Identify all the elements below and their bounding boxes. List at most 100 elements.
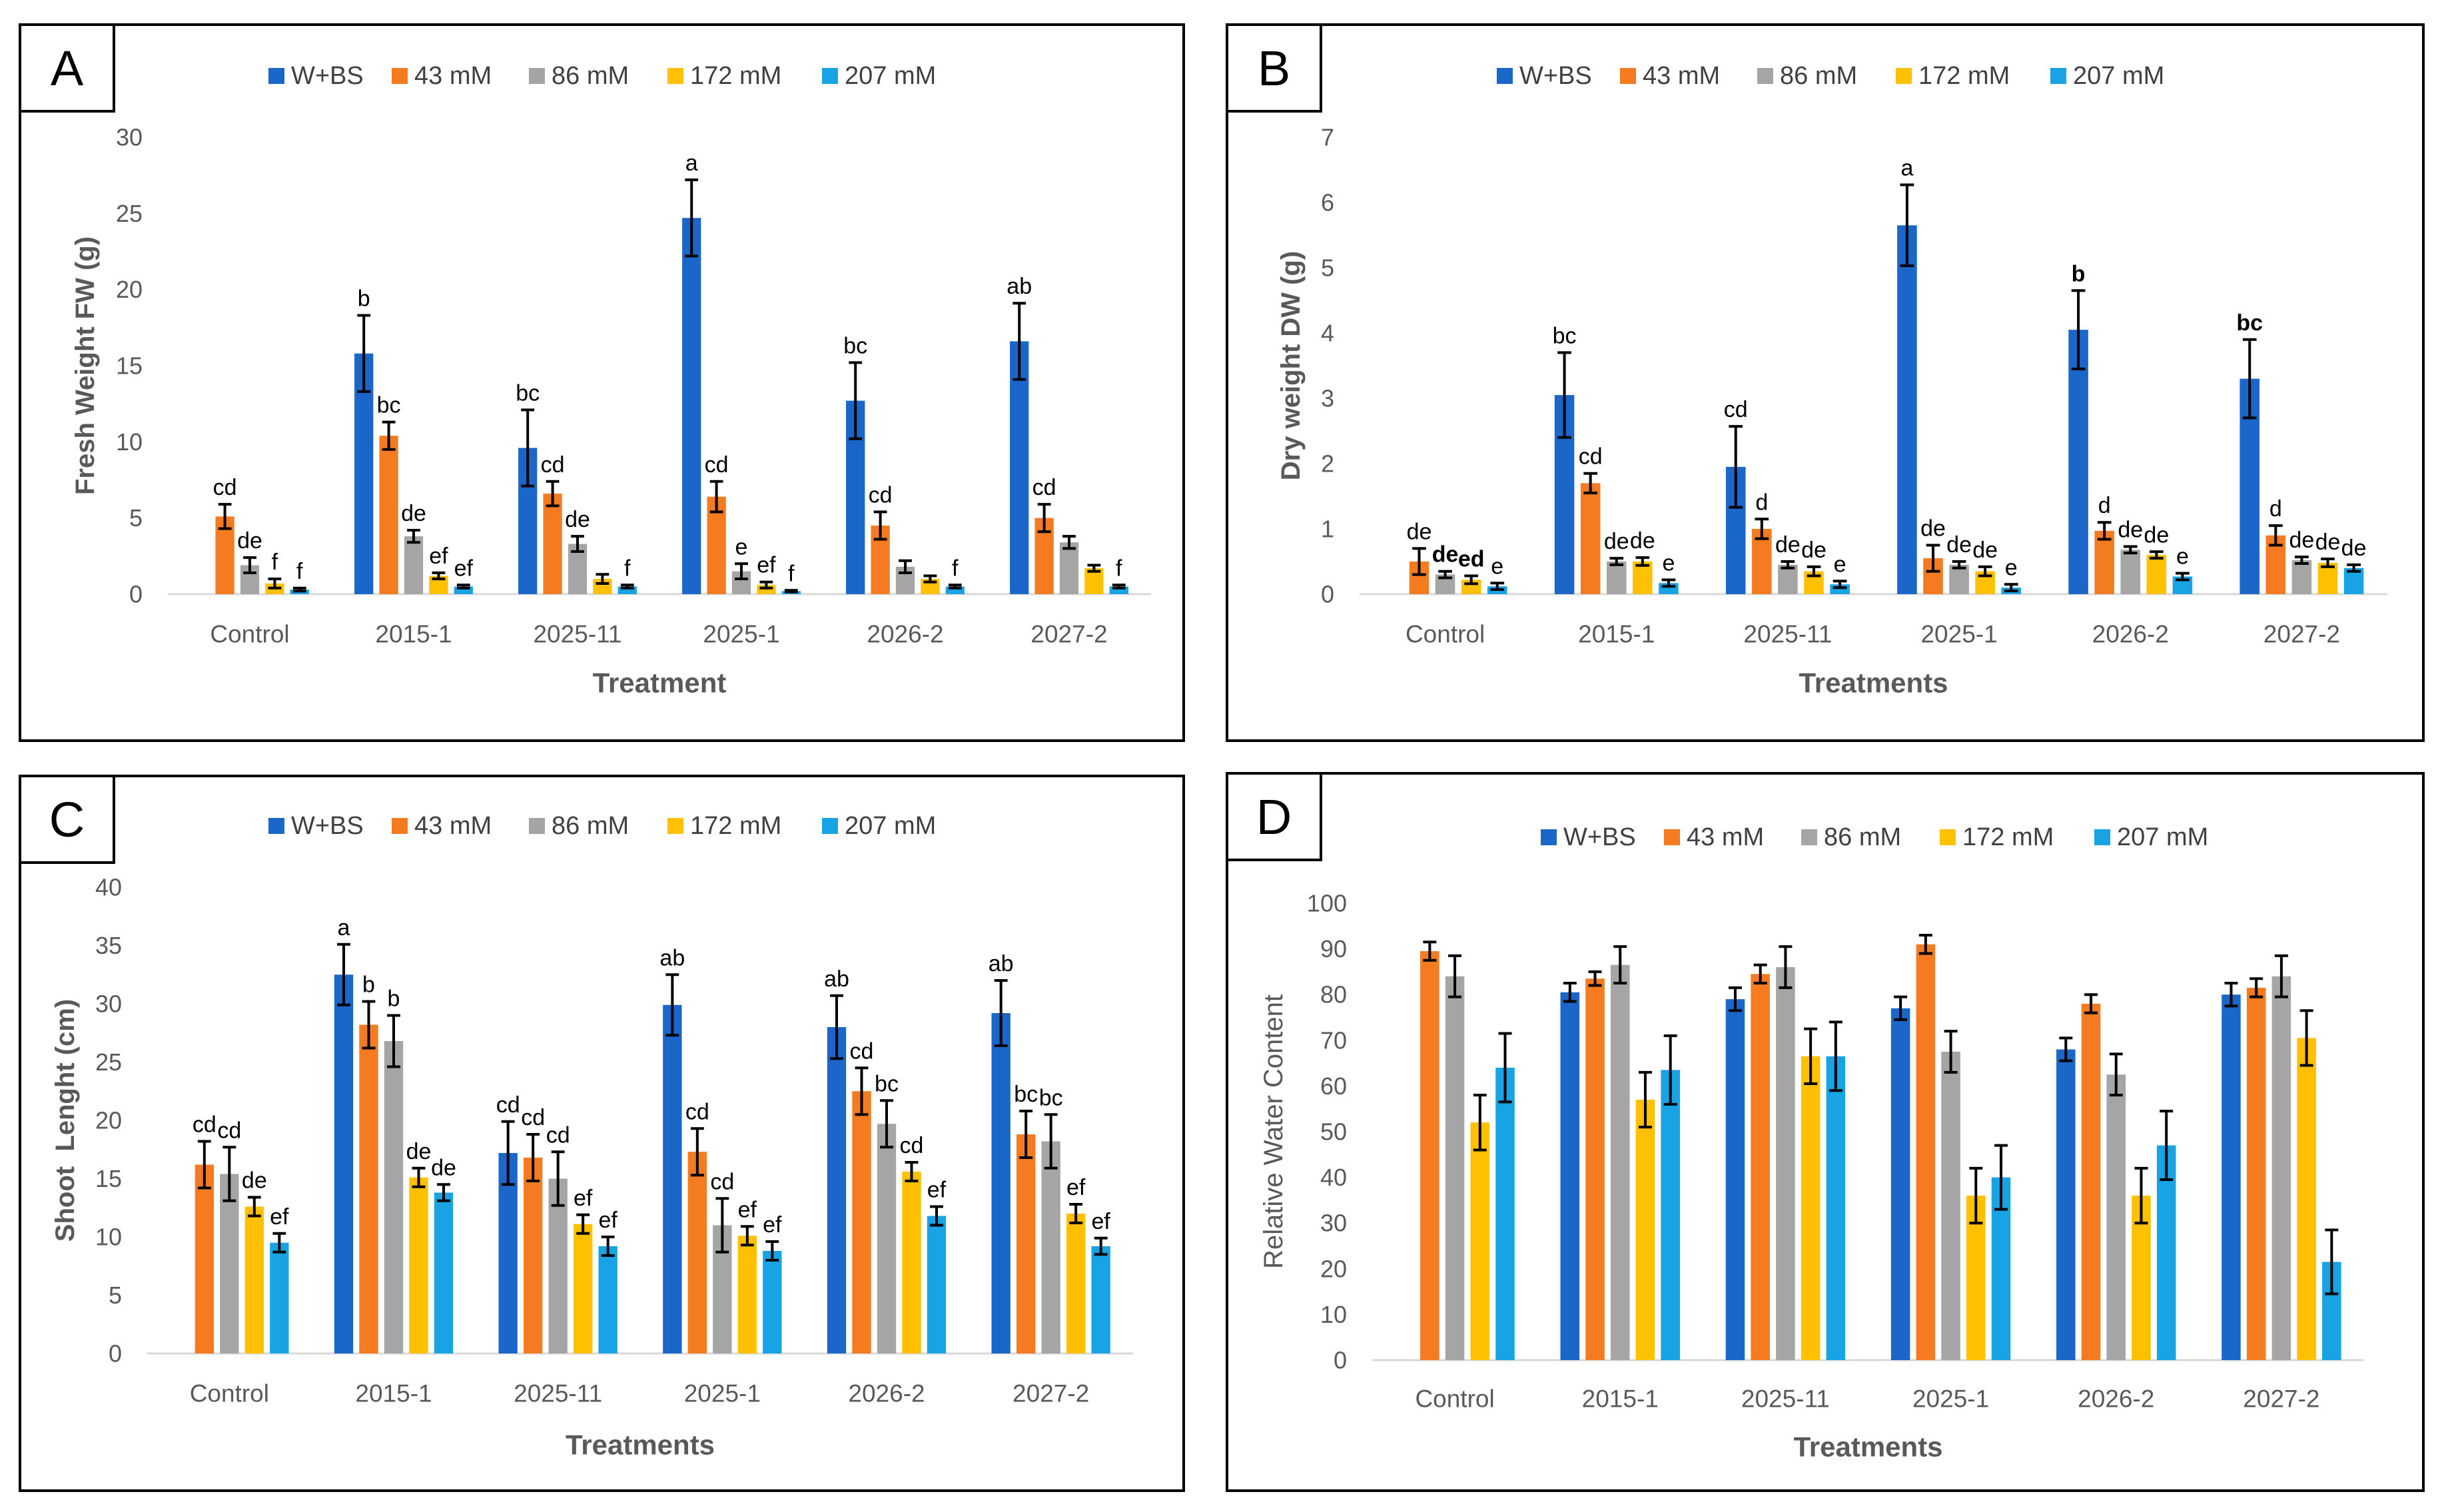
bar-d-2026-2-86-mm bbox=[2106, 1074, 2126, 1360]
bar-c-2015-1-207-mm bbox=[434, 1192, 454, 1353]
legend-swatch-86-mm bbox=[1801, 829, 1817, 845]
significance-label-b-2015-1-207-mm: e bbox=[1662, 550, 1675, 575]
y-tick-label: 15 bbox=[116, 352, 143, 380]
significance-label-a-2027-2-w-bs: ab bbox=[1007, 274, 1032, 299]
error-bar-b-2025-1-207-mm bbox=[2004, 583, 2018, 593]
error-bar-c-2027-2-43-mm bbox=[1019, 1110, 1033, 1159]
y-tick-label: 0 bbox=[129, 581, 143, 608]
significance-label-a-2025-1-207-mm: f bbox=[788, 561, 795, 586]
error-bar-b-2015-1-86-mm bbox=[1609, 557, 1624, 566]
y-tick-label: 70 bbox=[1320, 1026, 1347, 1054]
y-tick-label: 35 bbox=[95, 932, 122, 959]
legend-label-207-mm: 207 mM bbox=[2117, 823, 2208, 851]
legend-label-86-mm: 86 mM bbox=[552, 62, 629, 90]
significance-label-b-2015-1-86-mm: de bbox=[1604, 529, 1629, 554]
error-bar-d-2026-2-86-mm bbox=[2109, 1052, 2123, 1097]
significance-label-a-2015-1-207-mm: ef bbox=[454, 556, 474, 581]
significance-label-b-2025-11-86-mm: de bbox=[1775, 532, 1801, 558]
error-bar-a-2026-2-172-mm bbox=[923, 574, 937, 583]
bar-b-2015-1-172-mm bbox=[1633, 562, 1653, 594]
panel-c-shoot-length: W+BS 43 mM 86 mM 172 mM 207 mM 0 5 10 15 20 25 30 35… bbox=[19, 775, 1185, 1492]
y-tick-label: 15 bbox=[95, 1165, 122, 1192]
error-bar-b-control-86-mm bbox=[1438, 569, 1452, 579]
bar-d-control-172-mm bbox=[1470, 1122, 1490, 1360]
significance-label-c-2027-2-207-mm: ef bbox=[1091, 1209, 1110, 1234]
error-bar-d-control-172-mm bbox=[1473, 1094, 1487, 1152]
significance-label-b-2026-2-w-bs: b bbox=[2072, 261, 2086, 286]
x-axis-title: Treatments bbox=[566, 1429, 715, 1461]
category-group-2027-2: ab cd f bbox=[1007, 274, 1128, 594]
error-bar-a-2025-1-43-mm bbox=[709, 480, 723, 514]
category-group-2025-1: a cd eef f bbox=[682, 151, 801, 594]
bar-c-2025-1-207-mm bbox=[763, 1251, 782, 1353]
y-axis-title: Relative Water Content bbox=[1259, 994, 1288, 1269]
legend-item-w-bs: W+BS bbox=[1541, 823, 1636, 851]
error-bar-b-2015-1-43-mm bbox=[1583, 472, 1598, 495]
error-bar-a-control-172-mm bbox=[268, 577, 282, 589]
error-bar-c-2025-1-86-mm bbox=[715, 1197, 729, 1254]
legend-item-207-mm: 207 mM bbox=[2050, 62, 2164, 90]
bar-d-2027-2-86-mm bbox=[2271, 976, 2291, 1360]
legend-d: W+BS 43 mM 86 mM 172 mM 207 mM bbox=[1541, 823, 2208, 851]
error-bar-c-2015-1-w-bs bbox=[337, 943, 350, 1006]
bar-d-2025-1-w-bs bbox=[1890, 1008, 1910, 1360]
error-bar-b-2015-1-w-bs bbox=[1557, 351, 1571, 439]
legend-swatch-43-mm bbox=[392, 818, 408, 834]
legend-label-172-mm: 172 mM bbox=[690, 62, 781, 90]
legend-swatch-172-mm bbox=[667, 68, 683, 84]
significance-label-b-2015-1-172-mm: de bbox=[1630, 528, 1655, 554]
bar-c-2026-2-43-mm bbox=[852, 1091, 871, 1353]
error-bar-a-2015-1-172-mm bbox=[432, 571, 446, 581]
error-bar-a-2026-2-86-mm bbox=[899, 559, 912, 574]
bar-c-control-207-mm bbox=[270, 1242, 289, 1353]
y-axis-title: Shoot Lenght (cm) bbox=[51, 999, 80, 1242]
error-bar-d-2027-2-207-mm bbox=[2325, 1228, 2339, 1296]
legend-b: W+BS 43 mM 86 mM 172 mM 207 mM bbox=[1497, 62, 2164, 90]
error-bar-a-2026-2-43-mm bbox=[873, 510, 887, 541]
bar-b-2025-1-86-mm bbox=[1949, 564, 1969, 594]
y-tick-label: 50 bbox=[1320, 1118, 1347, 1146]
error-bar-d-2025-11-86-mm bbox=[1779, 945, 1793, 989]
significance-label-b-2027-2-w-bs: bc bbox=[2236, 310, 2263, 336]
x-tick-label-2015-1: 2015-1 bbox=[355, 1380, 432, 1407]
significance-label-a-2025-1-172-mm: ef bbox=[757, 553, 776, 578]
x-tick-label-2015-1: 2015-1 bbox=[375, 621, 452, 648]
y-tick-label: 40 bbox=[1320, 1164, 1347, 1191]
error-bar-c-2015-1-207-mm bbox=[437, 1183, 450, 1202]
significance-label-a-2026-2-43-mm: cd bbox=[869, 483, 893, 508]
error-bar-b-2015-1-207-mm bbox=[1661, 578, 1676, 588]
x-tick-label-2025-11: 2025-11 bbox=[1743, 621, 1832, 648]
error-bar-a-control-43-mm bbox=[218, 503, 232, 530]
x-axis-title: Treatment bbox=[593, 667, 727, 699]
significance-label-c-2025-1-207-mm: ef bbox=[763, 1212, 782, 1238]
bar-c-2026-2-w-bs bbox=[827, 1027, 847, 1353]
bar-c-2015-1-43-mm bbox=[359, 1024, 378, 1353]
significance-label-a-2015-1-86-mm: de bbox=[401, 501, 426, 526]
bar-c-2026-2-86-mm bbox=[877, 1124, 897, 1353]
error-bar-b-2026-2-w-bs bbox=[2071, 289, 2086, 370]
significance-label-a-2015-1-w-bs: b bbox=[358, 286, 370, 312]
error-bar-d-2025-1-43-mm bbox=[1918, 934, 1932, 955]
significance-label-a-2015-1-43-mm: bc bbox=[377, 393, 401, 418]
error-bar-d-2027-2-w-bs bbox=[2224, 982, 2238, 1008]
category-group-2015-1 bbox=[1560, 945, 1680, 1360]
y-tick-label: 30 bbox=[1320, 1210, 1347, 1237]
significance-label-b-2025-1-207-mm: e bbox=[2005, 555, 2018, 580]
x-tick-label-2025-1: 2025-1 bbox=[1912, 1385, 1989, 1413]
legend-label-207-mm: 207 mM bbox=[845, 812, 936, 840]
legend-swatch-43-mm bbox=[1620, 68, 1636, 84]
bar-b-2015-1-43-mm bbox=[1580, 483, 1601, 594]
y-tick-label: 10 bbox=[95, 1224, 122, 1251]
bar-d-2026-2-w-bs bbox=[2056, 1049, 2076, 1360]
bar-d-2015-1-43-mm bbox=[1585, 978, 1605, 1360]
x-tick-label-2015-1: 2015-1 bbox=[1578, 621, 1655, 648]
error-bar-c-2025-1-w-bs bbox=[665, 973, 679, 1037]
x-tick-label-2027-2: 2027-2 bbox=[1030, 621, 1107, 648]
significance-label-c-2026-2-172-mm: cd bbox=[900, 1133, 924, 1158]
bar-c-2027-2-w-bs bbox=[991, 1013, 1011, 1353]
legend-swatch-172-mm bbox=[1940, 829, 1956, 845]
legend-item-207-mm: 207 mM bbox=[2094, 823, 2208, 851]
